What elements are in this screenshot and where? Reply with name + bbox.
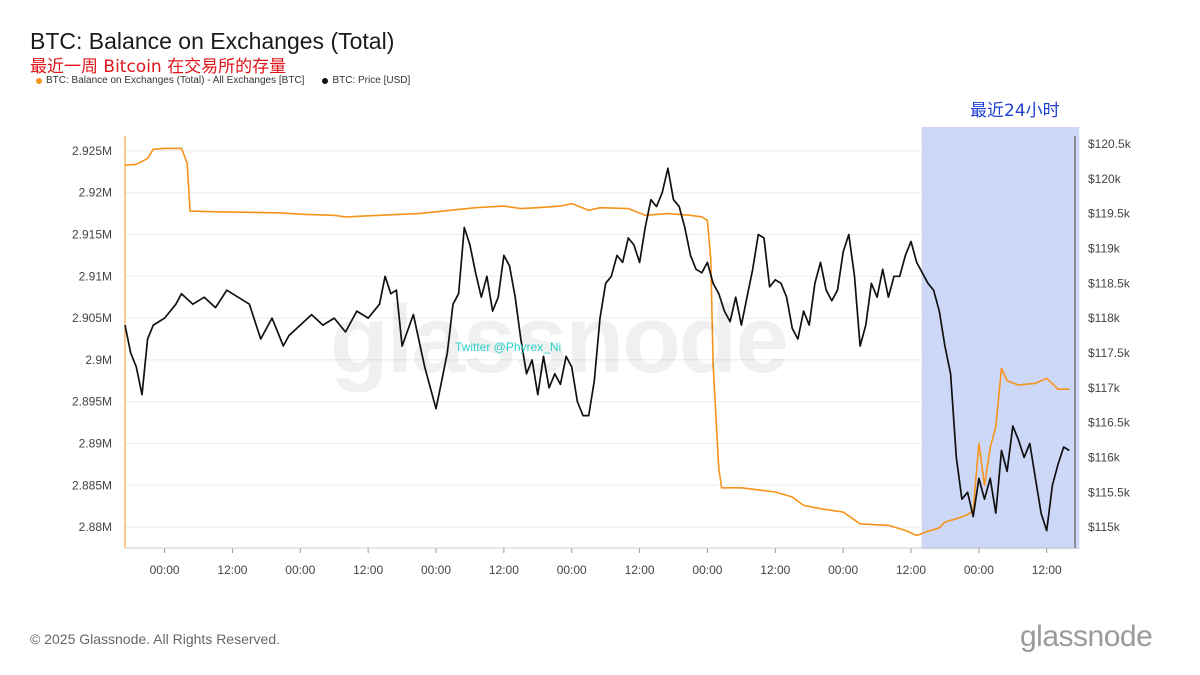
last-24h-highlight: [921, 127, 1080, 549]
legend-dot-balance: [36, 77, 42, 84]
price-series-line: [124, 167, 1070, 532]
x-tick-label: 00:00: [964, 563, 994, 577]
legend-dot-price: [322, 77, 329, 84]
highlight-label: 最近24小时: [970, 101, 1060, 121]
y-right-tick-label: $116.5k: [1088, 416, 1131, 430]
legend: BTC: Balance on Exchanges (Total) - All …: [36, 75, 410, 86]
y-right-tick-label: $116k: [1088, 450, 1121, 464]
chart-title: BTC: Balance on Exchanges (Total): [30, 28, 395, 54]
y-right-tick-label: $117.5k: [1088, 346, 1131, 360]
x-tick-label: 12:00: [489, 563, 519, 577]
tick-labels: 2.88M 2.885M 2.89M 2.895M 2.9M 2.905M 2.91M 2.9…: [72, 137, 1132, 577]
y-right-tick-label: $118k: [1088, 311, 1121, 325]
y-right-tick-label: $115.5k: [1088, 485, 1131, 499]
copyright: © 2025 Glassnode. All Rights Reserved.: [30, 631, 281, 647]
legend-label-price: BTC: Price [USD]: [332, 75, 411, 86]
y-right-tick-label: $120k: [1088, 172, 1122, 186]
x-tick-label: 12:00: [353, 563, 383, 577]
chart-subtitle: 最近一周 Bitcoin 在交易所的存量: [30, 57, 287, 77]
y-right-tick-label: $120.5k: [1088, 137, 1132, 151]
y-right-tick-label: $118.5k: [1088, 276, 1131, 290]
y-left-tick-label: 2.905M: [72, 311, 112, 325]
legend-item-price[interactable]: BTC: Price [USD]: [322, 75, 410, 86]
y-left-tick-label: 2.915M: [72, 228, 112, 242]
y-right-tick-label: $119.5k: [1088, 207, 1131, 221]
x-tick-label: 00:00: [828, 563, 858, 577]
x-tick-label: 12:00: [896, 563, 926, 577]
x-tick-label: 12:00: [625, 563, 655, 577]
y-left-tick-label: 2.9M: [85, 353, 112, 367]
x-tick-label: 00:00: [557, 563, 587, 577]
x-tick-label: 12:00: [217, 563, 247, 577]
y-left-tick-label: 2.925M: [72, 144, 112, 158]
axes: [124, 136, 1076, 553]
y-right-tick-label: $117k: [1088, 381, 1121, 395]
y-left-tick-label: 2.92M: [79, 186, 112, 200]
y-right-tick-label: $119k: [1088, 241, 1121, 255]
x-tick-label: 00:00: [692, 563, 722, 577]
glassnode-logo: glassnode: [1020, 620, 1153, 653]
twitter-watermark: Twitter @Phyrex_Ni: [455, 340, 562, 354]
y-left-tick-label: 2.885M: [72, 478, 112, 492]
x-tick-label: 00:00: [150, 563, 180, 577]
y-left-tick-label: 2.88M: [79, 520, 112, 534]
x-tick-label: 00:00: [285, 563, 315, 577]
legend-item-balance[interactable]: BTC: Balance on Exchanges (Total) - All …: [36, 75, 304, 86]
y-left-tick-label: 2.895M: [72, 395, 112, 409]
balance-series-line: [124, 147, 1070, 537]
y-left-tick-label: 2.89M: [79, 437, 112, 451]
y-right-tick-label: $115k: [1088, 520, 1121, 534]
x-tick-label: 12:00: [760, 563, 790, 577]
legend-label-balance: BTC: Balance on Exchanges (Total) - All …: [46, 75, 305, 86]
x-tick-label: 00:00: [421, 563, 451, 577]
x-tick-label: 12:00: [1032, 563, 1062, 577]
glassnode-watermark: glassnode: [330, 286, 789, 393]
series-layer: [124, 147, 1070, 537]
y-left-tick-label: 2.91M: [79, 269, 112, 283]
